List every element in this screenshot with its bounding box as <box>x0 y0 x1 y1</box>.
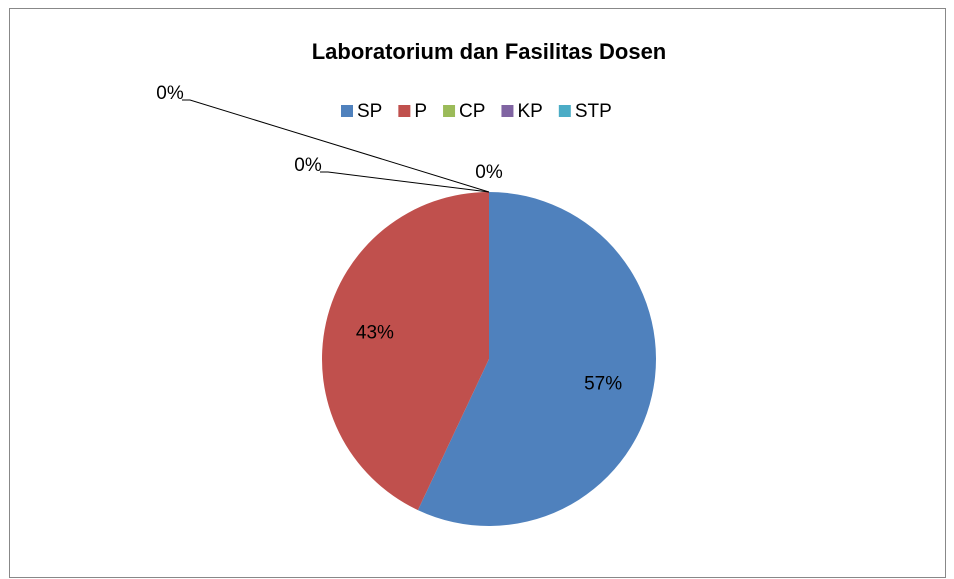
legend-swatch <box>558 105 571 117</box>
leader-line <box>182 99 490 193</box>
data-label: 0% <box>294 155 322 176</box>
legend-label: CP <box>459 101 485 122</box>
data-label: 43% <box>356 323 394 344</box>
legend-swatch <box>501 105 514 117</box>
legend-label: P <box>414 101 427 122</box>
legend-swatch <box>443 105 456 117</box>
legend-swatch <box>398 105 411 117</box>
data-label: 57% <box>584 374 622 395</box>
leader-line <box>320 171 490 193</box>
pie-slice <box>322 192 489 511</box>
chart-title: Laboratorium dan Fasilitas Dosen <box>312 39 667 64</box>
legend-swatch <box>341 105 353 117</box>
legend-label: KP <box>517 101 542 122</box>
legend-label: SP <box>357 101 382 122</box>
legend-label: STP <box>575 101 612 122</box>
data-label: 0% <box>156 83 184 104</box>
pie-slice <box>417 192 656 526</box>
data-label: 0% <box>475 162 503 183</box>
